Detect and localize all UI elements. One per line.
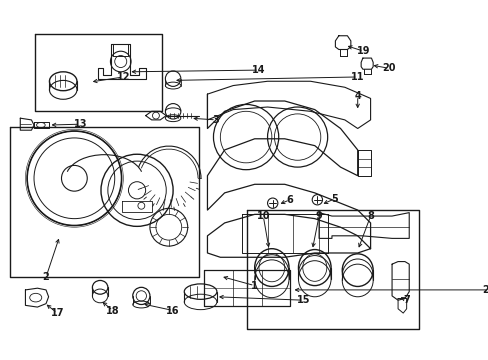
Text: 8: 8 [366, 211, 373, 221]
Text: 9: 9 [315, 211, 322, 221]
Text: 4: 4 [354, 91, 360, 101]
Text: 11: 11 [350, 72, 364, 82]
Text: 16: 16 [166, 306, 180, 315]
Text: 5: 5 [330, 194, 337, 204]
Text: 1: 1 [251, 280, 258, 291]
Text: 17: 17 [50, 308, 64, 318]
Text: 12: 12 [116, 72, 130, 82]
Text: 19: 19 [356, 46, 370, 56]
Text: 10: 10 [256, 211, 269, 221]
Text: 2: 2 [42, 272, 49, 282]
Text: 18: 18 [106, 306, 120, 315]
Text: 14: 14 [252, 65, 265, 75]
Text: 20: 20 [382, 63, 395, 73]
Text: 3: 3 [212, 115, 219, 125]
Text: 7: 7 [403, 295, 409, 305]
Text: 15: 15 [296, 295, 310, 305]
Text: 13: 13 [74, 119, 87, 129]
Text: 21: 21 [481, 285, 488, 295]
Text: 6: 6 [286, 195, 293, 205]
